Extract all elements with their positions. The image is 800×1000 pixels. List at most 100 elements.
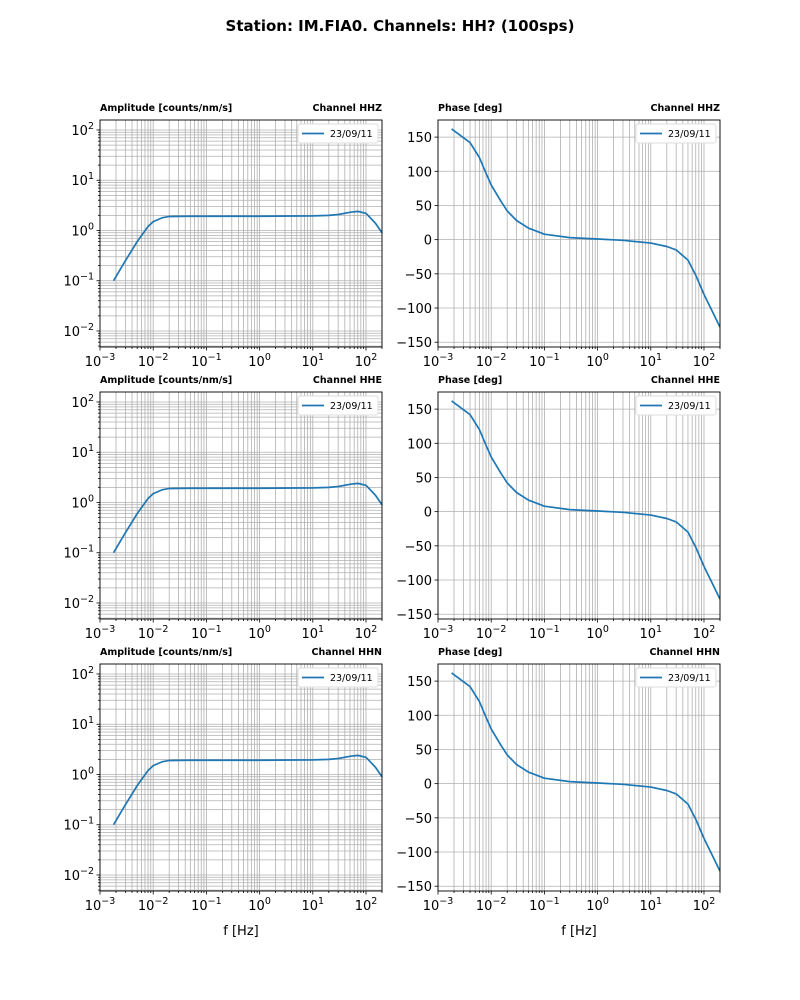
subplot-ylabel: Amplitude [counts/nm/s] bbox=[100, 375, 232, 386]
y-tick-label: 10−2 bbox=[63, 322, 94, 340]
x-tick-label: 10−2 bbox=[476, 352, 507, 370]
axes-frame bbox=[437, 663, 721, 892]
subplot-channel-title: Channel HHZ bbox=[651, 103, 721, 114]
subplot-amplitude-hhz: 10−3 10−2 10−1 100 101 102 10−2 10−1 100 101 102 Am… bbox=[63, 103, 383, 370]
series-line-phase bbox=[451, 672, 720, 872]
subplot-ylabel: Amplitude [counts/nm/s] bbox=[100, 103, 232, 114]
x-tick-label: 10−2 bbox=[138, 352, 169, 370]
y-tick-label: 100 bbox=[71, 493, 94, 511]
subplot-phase-hhe: 10−3 10−2 10−1 100 101 102 150 100 50 0 −50 −100 −15… bbox=[396, 375, 721, 642]
legend-label: 23/09/11 bbox=[668, 401, 711, 412]
y-tick-label: 100 bbox=[407, 709, 432, 724]
y-tick-label: −100 bbox=[396, 574, 432, 589]
legend-label: 23/09/11 bbox=[668, 129, 711, 140]
x-tick-label: 101 bbox=[301, 352, 324, 370]
legend-box bbox=[635, 395, 717, 416]
y-tick-label: 101 bbox=[71, 715, 94, 733]
legend: 23/09/11 bbox=[635, 395, 717, 416]
x-tick-label: 10−2 bbox=[138, 624, 169, 642]
subplot-channel-title: Channel HHE bbox=[651, 375, 720, 386]
x-tick-label: 10−3 bbox=[85, 352, 116, 370]
subplot-amplitude-hhn: 10−3 10−2 10−1 100 101 102 10−2 10−1 100 101 102 Am… bbox=[63, 647, 383, 939]
y-tick-label: 102 bbox=[71, 121, 94, 139]
legend-label: 23/09/11 bbox=[330, 673, 373, 684]
x-tick-label: 102 bbox=[693, 896, 716, 914]
legend: 23/09/11 bbox=[297, 395, 379, 416]
subplot-amplitude-hhe: 10−3 10−2 10−1 100 101 102 10−2 10−1 100 101 102 Am… bbox=[63, 375, 383, 642]
x-tick-label: 101 bbox=[639, 896, 662, 914]
x-tick-label: 10−3 bbox=[423, 896, 454, 914]
x-tick-label: 10−2 bbox=[476, 624, 507, 642]
y-tick-label: −50 bbox=[405, 540, 432, 555]
y-tick-label: 10−2 bbox=[63, 594, 94, 612]
y-tick-label: 50 bbox=[415, 199, 432, 214]
axes-frame bbox=[99, 119, 383, 348]
y-tick-label: 50 bbox=[415, 471, 432, 486]
y-tick-label: 0 bbox=[424, 778, 432, 793]
subplot-channel-title: Channel HHZ bbox=[313, 103, 383, 114]
x-tick-label: 100 bbox=[586, 896, 609, 914]
legend-box bbox=[635, 667, 717, 688]
axes-frame bbox=[99, 391, 383, 620]
x-tick-label: 101 bbox=[639, 624, 662, 642]
x-tick-label: 102 bbox=[693, 352, 716, 370]
x-tick-label: 100 bbox=[586, 352, 609, 370]
legend: 23/09/11 bbox=[297, 123, 379, 144]
x-tick-label: 10−3 bbox=[85, 624, 116, 642]
figure-title: Station: IM.FIA0. Channels: HH? (100sps) bbox=[225, 17, 575, 35]
x-tick-label: 10−1 bbox=[529, 624, 560, 642]
legend: 23/09/11 bbox=[635, 667, 717, 688]
series-line-amplitude bbox=[112, 210, 382, 282]
subplot-ylabel: Phase [deg] bbox=[438, 103, 502, 114]
y-tick-label: 10−1 bbox=[63, 816, 94, 834]
axes-frame bbox=[99, 663, 383, 892]
y-tick-label: −100 bbox=[396, 302, 432, 317]
y-tick-label: 50 bbox=[415, 743, 432, 758]
series-line-phase bbox=[451, 400, 720, 600]
y-tick-label: −50 bbox=[405, 812, 432, 827]
x-tick-label: 101 bbox=[639, 352, 662, 370]
y-tick-label: 10−1 bbox=[63, 544, 94, 562]
x-tick-label: 102 bbox=[355, 352, 378, 370]
subplot-ylabel: Phase [deg] bbox=[438, 647, 502, 658]
y-tick-label: 100 bbox=[71, 221, 94, 239]
y-tick-label: 100 bbox=[71, 765, 94, 783]
x-tick-label: 101 bbox=[301, 624, 324, 642]
x-tick-label: 10−1 bbox=[191, 624, 222, 642]
subplot-phase-hhn: 10−3 10−2 10−1 100 101 102 150 100 50 0 −50 −100 −15… bbox=[396, 647, 721, 939]
x-axis-label: f [Hz] bbox=[223, 924, 258, 939]
subplot-channel-title: Channel HHE bbox=[313, 375, 382, 386]
y-tick-label: −150 bbox=[396, 880, 432, 895]
subplot-channel-title: Channel HHN bbox=[649, 647, 720, 658]
x-tick-label: 10−3 bbox=[423, 352, 454, 370]
y-tick-label: 102 bbox=[71, 665, 94, 683]
x-tick-label: 10−1 bbox=[191, 352, 222, 370]
y-tick-label: 100 bbox=[407, 165, 432, 180]
x-tick-label: 10−2 bbox=[138, 896, 169, 914]
y-tick-label: 0 bbox=[424, 506, 432, 521]
legend-box bbox=[297, 395, 379, 416]
axes-frame bbox=[437, 119, 721, 348]
subplot-ylabel: Amplitude [counts/nm/s] bbox=[100, 647, 232, 658]
y-tick-label: 101 bbox=[71, 171, 94, 189]
y-tick-label: −100 bbox=[396, 846, 432, 861]
x-tick-label: 102 bbox=[355, 896, 378, 914]
y-tick-label: 150 bbox=[407, 675, 432, 690]
legend-label: 23/09/11 bbox=[668, 673, 711, 684]
y-tick-label: 150 bbox=[407, 131, 432, 146]
x-tick-label: 102 bbox=[693, 624, 716, 642]
series-line-amplitude bbox=[112, 754, 382, 826]
x-tick-label: 10−1 bbox=[529, 352, 560, 370]
subplot-ylabel: Phase [deg] bbox=[438, 375, 502, 386]
x-tick-label: 10−3 bbox=[423, 624, 454, 642]
legend-label: 23/09/11 bbox=[330, 129, 373, 140]
x-tick-label: 102 bbox=[355, 624, 378, 642]
x-tick-label: 100 bbox=[248, 896, 271, 914]
x-axis-label: f [Hz] bbox=[561, 924, 596, 939]
x-tick-label: 10−1 bbox=[529, 896, 560, 914]
y-tick-label: 102 bbox=[71, 393, 94, 411]
legend-box bbox=[297, 667, 379, 688]
series-line-amplitude bbox=[112, 482, 382, 554]
y-tick-label: 10−2 bbox=[63, 866, 94, 884]
